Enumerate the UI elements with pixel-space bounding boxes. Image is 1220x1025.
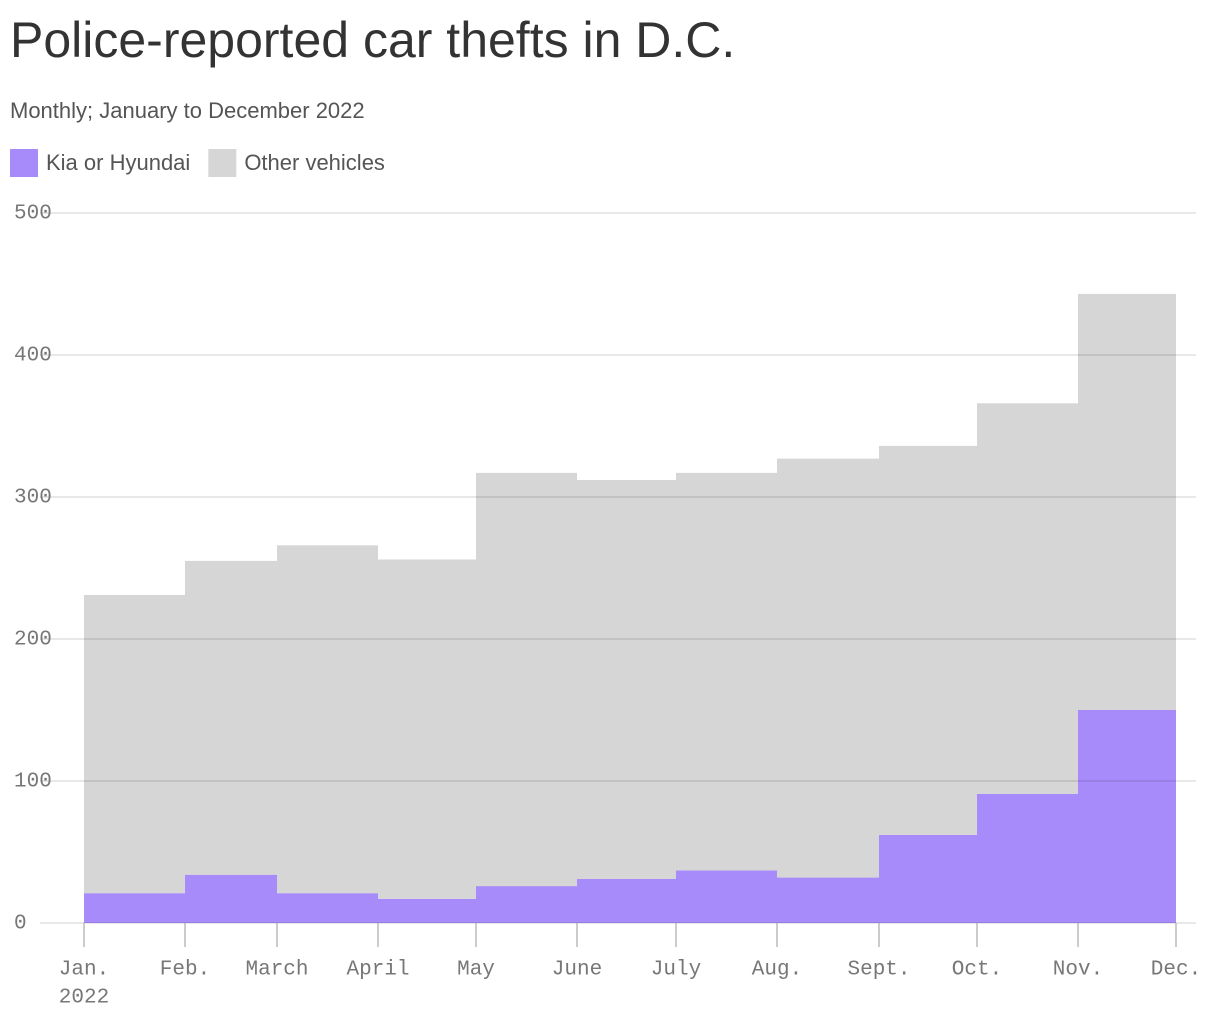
x-tick-label: Aug.: [752, 959, 802, 982]
x-tick-label: Nov.: [1053, 959, 1103, 982]
area-step: [977, 403, 1078, 794]
legend-label: Kia or Hyundai: [46, 150, 190, 175]
chart-title: Police-reported car thefts in D.C.: [10, 12, 735, 68]
area-step: [577, 878, 676, 923]
area-step: [879, 834, 977, 923]
area-step: [476, 886, 577, 923]
x-tick-label: May: [457, 959, 495, 982]
area-step: [777, 458, 879, 878]
area-step: [777, 877, 879, 923]
x-tick-label: June: [552, 959, 602, 982]
x-tick-label: Jan.: [59, 959, 109, 982]
area-step: [1078, 293, 1176, 710]
area-step: [185, 874, 277, 923]
area-step: [676, 472, 777, 871]
y-tick-label: 400: [14, 345, 52, 368]
x-sublabel: 2022: [59, 987, 109, 1010]
legend-swatch: [10, 149, 38, 177]
legend-swatch: [208, 149, 237, 177]
x-tick-label: Sept.: [847, 959, 910, 982]
area-step: [277, 893, 378, 923]
area-step: [476, 472, 577, 887]
legend-label: Other vehicles: [244, 150, 385, 175]
x-tick-label: Oct.: [952, 959, 1002, 982]
area-step: [378, 898, 476, 923]
y-tick-label: 500: [14, 203, 52, 226]
area-step: [84, 893, 185, 923]
area-step: [977, 793, 1078, 923]
x-tick-label: July: [651, 959, 701, 982]
area-step: [1078, 710, 1176, 923]
area-step: [84, 594, 185, 894]
area-step: [577, 479, 676, 879]
area-step: [879, 445, 977, 835]
legend: Kia or Hyundai Other vehicles: [10, 149, 385, 177]
y-tick-label: 300: [14, 487, 52, 510]
x-tick-label: Feb.: [160, 959, 210, 982]
y-tick-label: 100: [14, 771, 52, 794]
area-step: [378, 559, 476, 899]
y-tick-label: 0: [14, 913, 27, 936]
y-tick-label: 200: [14, 629, 52, 652]
area-step: [277, 545, 378, 894]
chart-subtitle: Monthly; January to December 2022: [10, 98, 365, 123]
area-step: [185, 560, 277, 875]
area-step: [676, 870, 777, 923]
x-tick-label: March: [245, 959, 308, 982]
x-tick-label: Dec.: [1151, 959, 1201, 982]
x-tick-label: April: [346, 959, 409, 982]
